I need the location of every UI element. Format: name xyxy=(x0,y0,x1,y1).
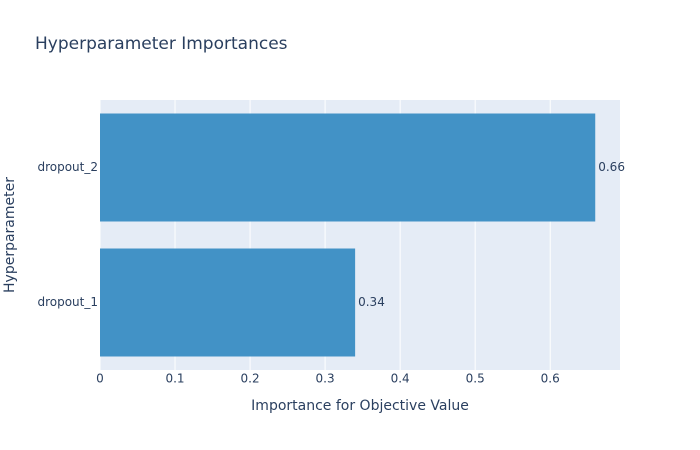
y-tick-label: dropout_2 xyxy=(37,160,98,174)
chart-title: Hyperparameter Importances xyxy=(35,34,288,54)
x-tick-label: 0.3 xyxy=(316,372,335,386)
x-tick-label: 0.2 xyxy=(241,372,260,386)
y-tick-label: dropout_1 xyxy=(37,295,98,309)
x-tick-label: 0.5 xyxy=(466,372,485,386)
value-label: 0.34 xyxy=(358,295,385,309)
bar xyxy=(100,113,596,222)
y-axis-title: Hyperparameter xyxy=(2,177,18,293)
x-tick-label: 0.4 xyxy=(391,372,410,386)
bar xyxy=(100,248,356,357)
x-tick-label: 0.1 xyxy=(165,372,184,386)
x-tick-label: 0.6 xyxy=(541,372,560,386)
x-tick-label: 0 xyxy=(96,372,104,386)
value-label: 0.66 xyxy=(598,160,625,174)
x-axis-title: Importance for Objective Value xyxy=(251,398,469,414)
